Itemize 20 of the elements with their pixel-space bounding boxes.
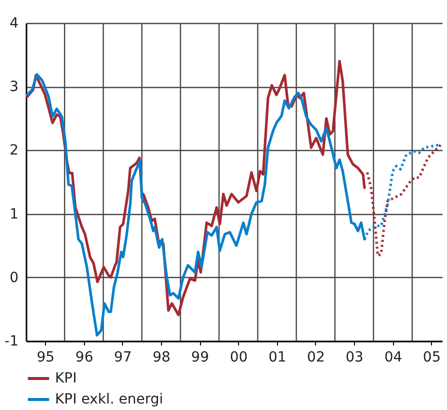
x-tick-label: 98: [152, 350, 170, 366]
y-tick-label: -1: [4, 334, 18, 350]
x-tick-label: 96: [75, 350, 94, 366]
x-tick-label: 97: [114, 350, 132, 366]
legend-label: KPI exkl. energi: [55, 392, 164, 408]
y-tick-label: 2: [10, 142, 18, 159]
x-tick-label: 95: [36, 350, 55, 366]
y-tick-label: 0: [10, 270, 18, 286]
x-tick-label: 05: [422, 350, 441, 366]
x-tick-label: 00: [230, 350, 248, 366]
y-tick-label: 4: [10, 16, 19, 32]
x-tick-label: 02: [307, 350, 325, 366]
x-tick-label: 04: [384, 350, 402, 366]
y-tick-label: 3: [10, 79, 18, 96]
y-tick-label: 1: [10, 206, 18, 222]
line-series: [366, 143, 442, 258]
x-tick-label: 03: [346, 350, 364, 366]
x-tick-label: 99: [191, 350, 210, 366]
x-tick-label: 01: [268, 350, 286, 366]
legend-label: KPI: [55, 370, 77, 386]
